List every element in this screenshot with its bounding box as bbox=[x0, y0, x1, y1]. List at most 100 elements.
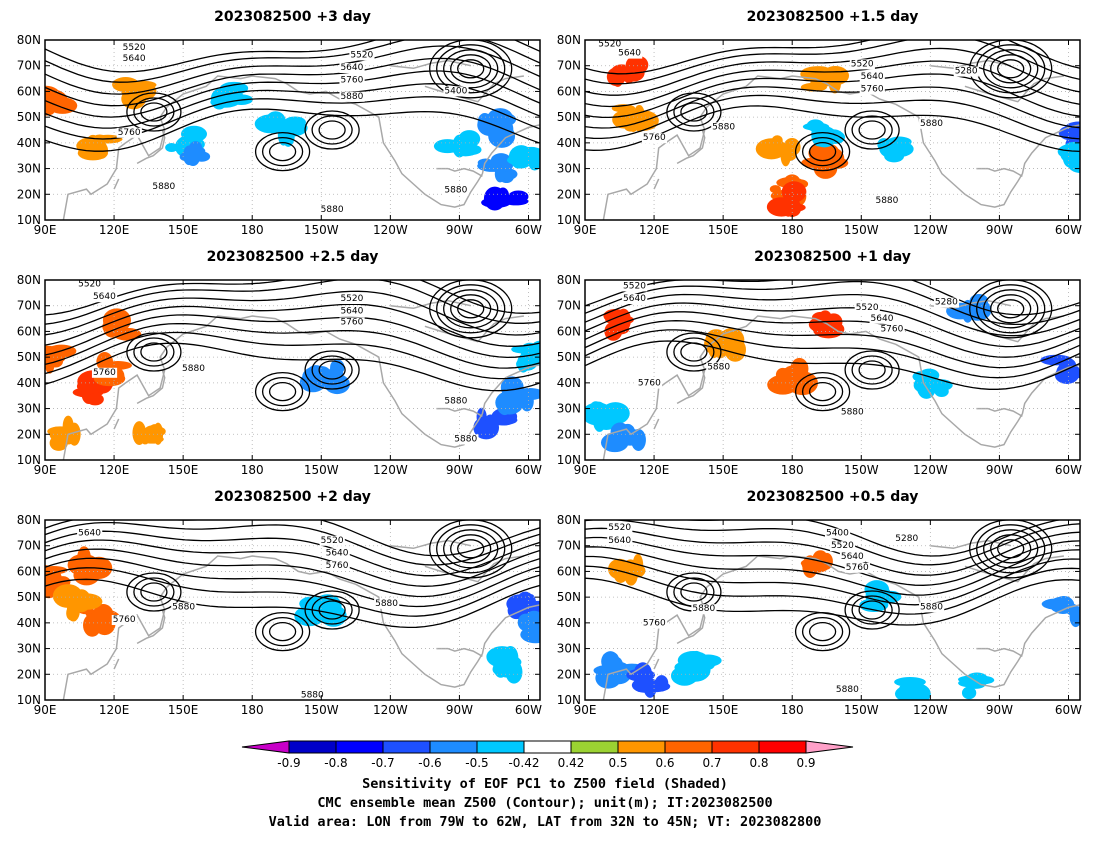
z500-contour bbox=[673, 97, 715, 127]
y-tick-label: 60N bbox=[17, 324, 41, 338]
y-tick-label: 70N bbox=[557, 299, 581, 313]
contour-label: 5640 bbox=[340, 63, 363, 73]
z500-contour bbox=[844, 590, 900, 630]
z500-contour bbox=[457, 59, 485, 79]
z500-contour bbox=[585, 280, 1080, 326]
x-tick-label: 60W bbox=[1055, 463, 1082, 477]
z500-contour bbox=[976, 524, 1046, 574]
y-tick-label: 80N bbox=[17, 33, 41, 47]
sensitivity-shading bbox=[538, 628, 540, 637]
sensitivity-shading bbox=[1069, 606, 1080, 628]
colorbar-box bbox=[335, 740, 384, 754]
coastline bbox=[676, 369, 706, 405]
contour-label: 5760 bbox=[340, 76, 363, 86]
z500-contour bbox=[585, 546, 1080, 596]
y-tick-label: 50N bbox=[557, 590, 581, 604]
colorbar-box bbox=[429, 740, 478, 754]
coastline bbox=[653, 658, 660, 670]
y-tick-label: 10N bbox=[557, 213, 581, 227]
coastline bbox=[930, 59, 1012, 70]
sensitivity-shading bbox=[86, 393, 104, 406]
z500-contour bbox=[990, 54, 1032, 84]
z500-contour bbox=[318, 120, 346, 140]
sensitivity-shading bbox=[605, 314, 634, 325]
y-tick-label: 20N bbox=[17, 667, 41, 681]
panel-title: 2023082500 +1 day bbox=[754, 249, 911, 265]
z500-contour bbox=[318, 360, 346, 380]
colorbar-label: -0.5 bbox=[465, 756, 488, 770]
contour-label: 5400 bbox=[826, 529, 849, 539]
sensitivity-shading bbox=[605, 324, 624, 337]
sensitivity-shading bbox=[514, 155, 531, 164]
contour-label: 5520 bbox=[623, 281, 646, 291]
map-panel: 5640 5520 5640 5760 5760 5880 5880 5880 20230825… bbox=[17, 489, 542, 717]
colorbar: -0.9 -0.8 -0.7 -0.6 -0.5 -0.42 0.42 0.5 0.6 0.7 0.… bbox=[241, 740, 854, 770]
z500-contour bbox=[858, 360, 886, 380]
x-tick-label: 90E bbox=[574, 463, 597, 477]
contour-label: 5880 bbox=[707, 362, 730, 372]
z500-contour bbox=[318, 600, 346, 620]
z500-contour bbox=[983, 289, 1039, 329]
x-tick-label: 150E bbox=[168, 703, 199, 717]
caption-line: Sensitivity of EOF PC1 to Z500 field (Sh… bbox=[362, 776, 728, 792]
z500-contour bbox=[585, 340, 1080, 390]
z500-contour bbox=[585, 47, 1080, 96]
x-tick-label: 60W bbox=[515, 463, 542, 477]
y-tick-label: 80N bbox=[557, 33, 581, 47]
colorbar-label: 0.6 bbox=[655, 756, 674, 770]
contour-label: 5760 bbox=[93, 368, 116, 378]
contour-label: 5520 bbox=[321, 536, 344, 546]
y-tick-label: 10N bbox=[17, 453, 41, 467]
x-tick-label: 180 bbox=[241, 703, 264, 717]
contour-label: 5880 bbox=[712, 122, 735, 132]
sensitivity-shading bbox=[967, 675, 995, 685]
coastline bbox=[113, 658, 120, 670]
x-tick-label: 120W bbox=[373, 223, 408, 237]
contour-label: 5520 bbox=[340, 294, 363, 304]
sensitivity-shading bbox=[130, 80, 157, 89]
z500-contour bbox=[666, 332, 722, 372]
sensitivity-shading bbox=[631, 677, 660, 693]
z500-contour bbox=[851, 595, 893, 625]
z500-contour bbox=[990, 294, 1032, 324]
z500-contour bbox=[808, 621, 837, 642]
sensitivity-shading bbox=[670, 665, 699, 686]
z500-contour bbox=[990, 534, 1032, 564]
z500-contour bbox=[457, 539, 485, 559]
x-tick-label: 90W bbox=[986, 703, 1013, 717]
z500-contour bbox=[45, 314, 540, 359]
z500-contour bbox=[45, 520, 540, 557]
contour-label: 5640 bbox=[871, 314, 894, 324]
x-tick-label: 60W bbox=[515, 223, 542, 237]
sensitivity-shading bbox=[494, 165, 506, 183]
sensitivity-shading bbox=[49, 435, 68, 451]
sensitivity-shading bbox=[1040, 354, 1073, 366]
coastline bbox=[653, 418, 660, 430]
contour-label: 5520 bbox=[856, 303, 879, 313]
contour-label: 5520 bbox=[608, 523, 631, 533]
y-tick-label: 20N bbox=[557, 667, 581, 681]
panel-title: 2023082500 +0.5 day bbox=[747, 489, 919, 505]
z500-contour bbox=[45, 57, 540, 107]
contour-label: 5640 bbox=[861, 72, 884, 82]
y-tick-label: 60N bbox=[557, 564, 581, 578]
y-tick-label: 40N bbox=[17, 616, 41, 630]
contour-label: 5880 bbox=[375, 599, 398, 609]
z500-contour bbox=[585, 565, 1080, 615]
z500-contour bbox=[680, 342, 708, 362]
z500-contour bbox=[133, 577, 175, 607]
z500-contour bbox=[133, 337, 175, 367]
coastline bbox=[653, 178, 660, 190]
colorbar-label: 0.42 bbox=[558, 756, 585, 770]
x-tick-label: 90E bbox=[34, 463, 57, 477]
contour-label: 5640 bbox=[340, 307, 363, 317]
x-tick-label: 120E bbox=[99, 223, 130, 237]
y-tick-label: 50N bbox=[557, 350, 581, 364]
x-tick-label: 150W bbox=[304, 703, 339, 717]
colorbar-box bbox=[664, 740, 713, 754]
coastline bbox=[113, 178, 120, 190]
coastline bbox=[136, 369, 166, 405]
z500-contour bbox=[304, 590, 360, 630]
z500-contour bbox=[585, 320, 1080, 369]
